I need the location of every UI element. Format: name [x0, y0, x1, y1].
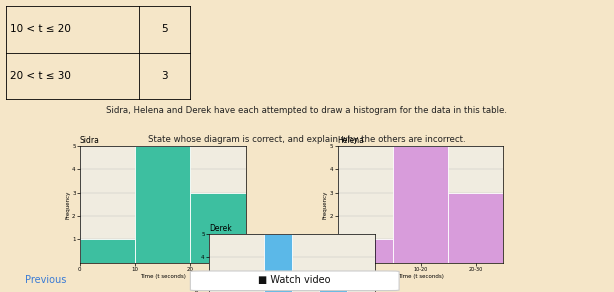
Bar	[190, 193, 246, 263]
Text: Previous: Previous	[25, 275, 66, 285]
Bar	[264, 234, 292, 292]
Text: 3: 3	[161, 71, 168, 81]
Text: 5: 5	[161, 24, 168, 34]
Text: 10 < t ≤ 20: 10 < t ≤ 20	[10, 24, 71, 34]
Text: Derek: Derek	[209, 224, 231, 233]
Text: Helena: Helena	[338, 136, 365, 145]
Bar	[448, 193, 503, 263]
Text: State whose diagram is correct, and explain why the others are incorrect.: State whose diagram is correct, and expl…	[148, 135, 466, 144]
Bar	[393, 146, 448, 263]
Y-axis label: Frequency: Frequency	[194, 278, 199, 292]
Text: ■ Watch video: ■ Watch video	[258, 275, 331, 285]
Text: Sidra, Helena and Derek have each attempted to draw a histogram for the data in : Sidra, Helena and Derek have each attemp…	[106, 107, 508, 115]
Bar	[80, 239, 135, 263]
Bar	[135, 146, 190, 263]
Y-axis label: Frequency: Frequency	[323, 190, 328, 219]
Y-axis label: Frequency: Frequency	[65, 190, 70, 219]
X-axis label: Time (t seconds): Time (t seconds)	[140, 274, 185, 279]
Bar	[338, 239, 393, 263]
FancyBboxPatch shape	[190, 271, 399, 291]
Bar	[319, 280, 347, 292]
Text: Sidra: Sidra	[80, 136, 99, 145]
X-axis label: Time (t seconds): Time (t seconds)	[398, 274, 443, 279]
Text: 20 < t ≤ 30: 20 < t ≤ 30	[10, 71, 71, 81]
